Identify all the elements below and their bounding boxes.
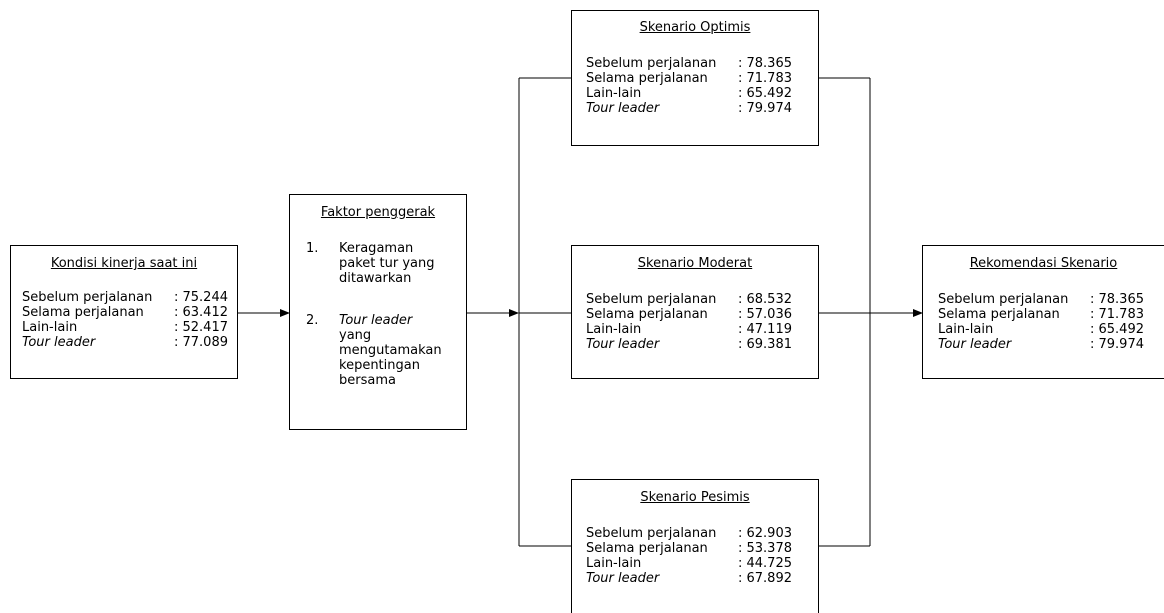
optimis-row-value: : 65.492 bbox=[738, 86, 792, 101]
optimis-row-label: Sebelum perjalanan bbox=[586, 56, 717, 71]
rekomendasi-row-label: Lain-lain bbox=[938, 322, 994, 337]
faktor-item-number: 2. bbox=[306, 313, 319, 328]
moderat-row-label: Lain-lain bbox=[586, 322, 642, 337]
rekomendasi-title: Rekomendasi Skenario bbox=[969, 256, 1118, 271]
moderat-row-value: : 69.381 bbox=[738, 337, 792, 352]
moderat-row-value: : 47.119 bbox=[738, 322, 792, 337]
pesimis-row: Tour leader : 67.892 bbox=[586, 571, 816, 586]
pesimis-row-label: Lain-lain bbox=[586, 556, 642, 571]
moderat-row: Tour leader : 69.381 bbox=[586, 337, 816, 352]
kondisi-row-label: Sebelum perjalanan bbox=[22, 290, 153, 305]
kondisi-row-value: : 77.089 bbox=[174, 335, 228, 350]
pesimis-title: Skenario Pesimis bbox=[640, 490, 750, 505]
faktor-item-number: 1. bbox=[306, 241, 319, 256]
faktor-item-rest: yang mengutamakan kepentingan bersama bbox=[339, 328, 442, 388]
optimis-row-value: : 71.783 bbox=[738, 71, 792, 86]
rekomendasi-row-label: Sebelum perjalanan bbox=[938, 292, 1069, 307]
pesimis-row-value: : 62.903 bbox=[738, 526, 792, 541]
moderat-row-label: Tour leader bbox=[586, 337, 660, 352]
moderat-title: Skenario Moderat bbox=[637, 256, 753, 271]
kondisi-row-label: Tour leader bbox=[22, 335, 96, 350]
kondisi-box: Kondisi kinerja saat ini Sebelum perjala… bbox=[10, 245, 238, 379]
pesimis-row: Sebelum perjalanan : 62.903 bbox=[586, 526, 816, 541]
moderat-row-label: Sebelum perjalanan bbox=[586, 292, 717, 307]
rekomendasi-row-label: Selama perjalanan bbox=[938, 307, 1060, 322]
rekomendasi-row-value: : 79.974 bbox=[1090, 337, 1144, 352]
optimis-box: Skenario Optimis Sebelum perjalanan : 78… bbox=[571, 10, 819, 146]
faktor-box: Faktor penggerak 1. Keragaman paket tur … bbox=[289, 194, 467, 430]
moderat-row: Lain-lain : 47.119 bbox=[586, 322, 816, 337]
faktor-item-italic: Tour leader bbox=[339, 313, 413, 328]
pesimis-row-label: Sebelum perjalanan bbox=[586, 526, 717, 541]
moderat-row: Sebelum perjalanan : 68.532 bbox=[586, 292, 816, 307]
optimis-row: Sebelum perjalanan : 78.365 bbox=[586, 56, 816, 71]
rekomendasi-row-value: : 78.365 bbox=[1090, 292, 1144, 307]
kondisi-row: Lain-lain : 52.417 bbox=[22, 320, 237, 335]
kondisi-row-value: : 75.244 bbox=[174, 290, 228, 305]
optimis-row-value: : 79.974 bbox=[738, 101, 792, 116]
faktor-item-text: Keragaman paket tur yang ditawarkan bbox=[339, 241, 435, 286]
moderat-row: Selama perjalanan : 57.036 bbox=[586, 307, 816, 322]
rekomendasi-row-label: Tour leader bbox=[938, 337, 1012, 352]
optimis-row-label: Tour leader bbox=[586, 101, 660, 116]
pesimis-row: Lain-lain : 44.725 bbox=[586, 556, 816, 571]
optimis-row: Tour leader : 79.974 bbox=[586, 101, 816, 116]
moderat-row-label: Selama perjalanan bbox=[586, 307, 708, 322]
pesimis-row-value: : 67.892 bbox=[738, 571, 792, 586]
moderat-box: Skenario Moderat Sebelum perjalanan : 68… bbox=[571, 245, 819, 379]
kondisi-title: Kondisi kinerja saat ini bbox=[50, 256, 198, 271]
optimis-row-value: : 78.365 bbox=[738, 56, 792, 71]
optimis-title: Skenario Optimis bbox=[639, 20, 751, 35]
kondisi-row: Tour leader : 77.089 bbox=[22, 335, 237, 350]
optimis-row: Lain-lain : 65.492 bbox=[586, 86, 816, 101]
pesimis-row-value: : 44.725 bbox=[738, 556, 792, 571]
kondisi-row-label: Selama perjalanan bbox=[22, 305, 144, 320]
moderat-row-value: : 68.532 bbox=[738, 292, 792, 307]
optimis-row-label: Selama perjalanan bbox=[586, 71, 708, 86]
kondisi-row-label: Lain-lain bbox=[22, 320, 78, 335]
faktor-title: Faktor penggerak bbox=[320, 205, 436, 220]
optimis-row-label: Lain-lain bbox=[586, 86, 642, 101]
pesimis-box: Skenario Pesimis Sebelum perjalanan : 62… bbox=[571, 479, 819, 613]
rekomendasi-box: Rekomendasi Skenario Sebelum perjalanan … bbox=[922, 245, 1164, 379]
optimis-row: Selama perjalanan : 71.783 bbox=[586, 71, 816, 86]
rekomendasi-row: Sebelum perjalanan : 78.365 bbox=[938, 292, 1163, 307]
kondisi-row: Sebelum perjalanan : 75.244 bbox=[22, 290, 237, 305]
rekomendasi-row-value: : 65.492 bbox=[1090, 322, 1144, 337]
faktor-item-text: Tour leader yang mengutamakan kepentinga… bbox=[339, 313, 454, 388]
pesimis-row-label: Tour leader bbox=[586, 571, 660, 586]
pesimis-row: Selama perjalanan : 53.378 bbox=[586, 541, 816, 556]
kondisi-row-value: : 63.412 bbox=[174, 305, 228, 320]
pesimis-row-label: Selama perjalanan bbox=[586, 541, 708, 556]
rekomendasi-row: Selama perjalanan : 71.783 bbox=[938, 307, 1163, 322]
moderat-row-value: : 57.036 bbox=[738, 307, 792, 322]
rekomendasi-row: Tour leader : 79.974 bbox=[938, 337, 1163, 352]
kondisi-row-value: : 52.417 bbox=[174, 320, 228, 335]
rekomendasi-row: Lain-lain : 65.492 bbox=[938, 322, 1163, 337]
pesimis-row-value: : 53.378 bbox=[738, 541, 792, 556]
rekomendasi-row-value: : 71.783 bbox=[1090, 307, 1144, 322]
kondisi-row: Selama perjalanan : 63.412 bbox=[22, 305, 237, 320]
